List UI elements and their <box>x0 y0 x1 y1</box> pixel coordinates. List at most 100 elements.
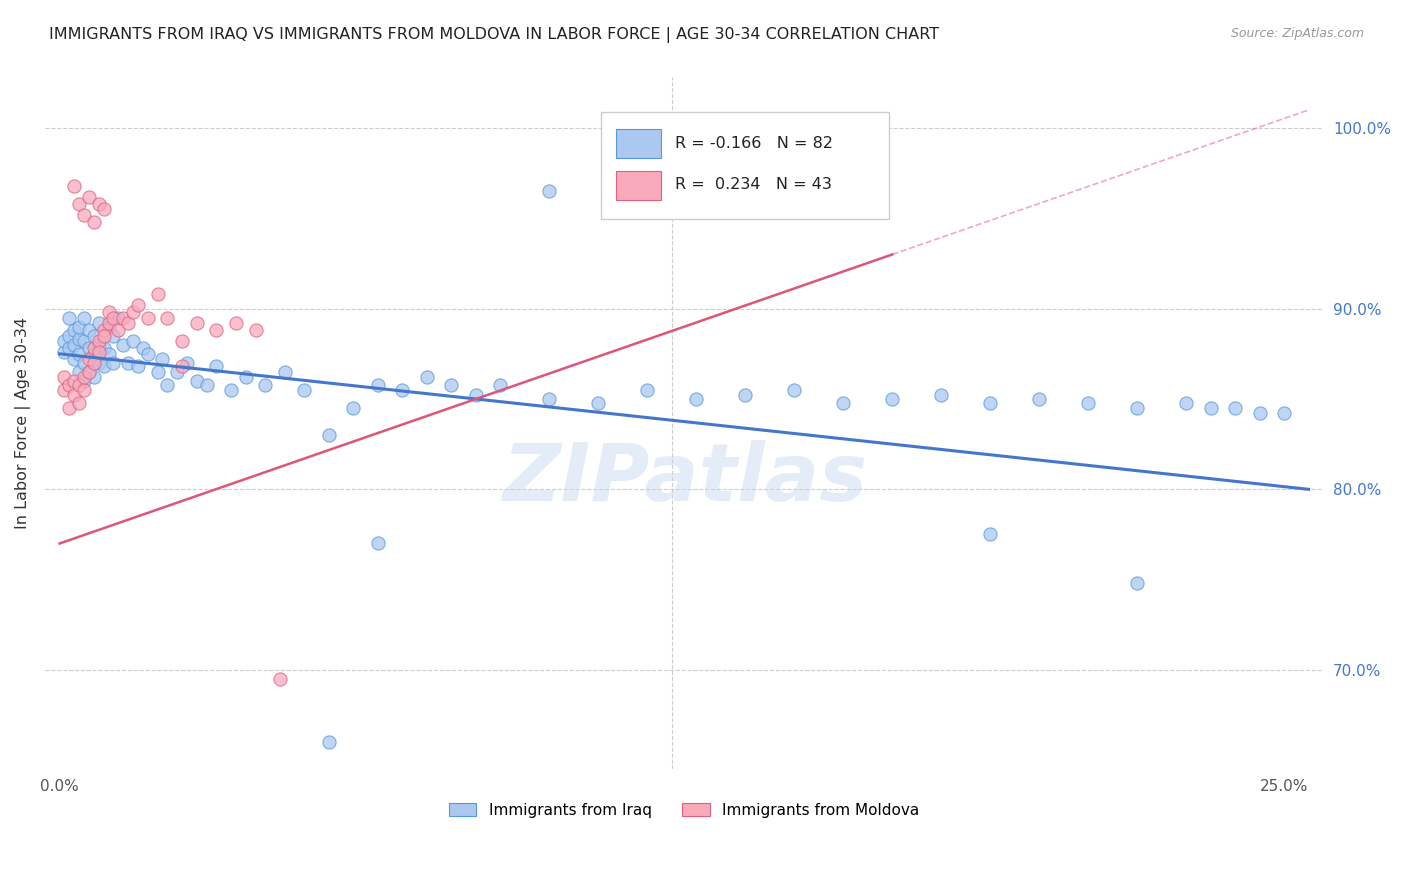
Point <box>367 536 389 550</box>
Point <box>83 347 105 361</box>
Point <box>87 316 110 330</box>
Point <box>53 383 76 397</box>
Point <box>186 374 208 388</box>
Point <box>1199 401 1222 415</box>
Point <box>97 347 120 361</box>
Point <box>77 352 100 367</box>
Point <box>734 388 756 402</box>
Point <box>1272 406 1295 420</box>
Point <box>97 316 120 330</box>
Point <box>195 377 218 392</box>
Point <box>318 428 340 442</box>
Point <box>93 323 115 337</box>
Point <box>73 208 96 222</box>
Point <box>83 342 105 356</box>
Point <box>235 370 257 384</box>
Point <box>73 374 96 388</box>
Point <box>588 395 610 409</box>
Point <box>1126 576 1149 591</box>
Text: R =  0.234   N = 43: R = 0.234 N = 43 <box>675 178 832 192</box>
Point <box>219 383 242 397</box>
Point <box>205 359 228 374</box>
Point <box>97 319 120 334</box>
Point <box>83 356 105 370</box>
Point <box>58 310 80 325</box>
Point <box>93 342 115 356</box>
Point <box>67 395 90 409</box>
Point <box>87 345 110 359</box>
Point <box>77 323 100 337</box>
Point <box>132 342 155 356</box>
Point <box>97 305 120 319</box>
Point <box>538 392 561 406</box>
Point <box>103 328 125 343</box>
Point <box>1126 401 1149 415</box>
Point <box>186 316 208 330</box>
FancyBboxPatch shape <box>616 129 661 159</box>
Legend: Immigrants from Iraq, Immigrants from Moldova: Immigrants from Iraq, Immigrants from Mo… <box>443 797 925 824</box>
Point <box>205 323 228 337</box>
Point <box>136 347 159 361</box>
Point <box>1077 395 1099 409</box>
Point <box>170 334 193 348</box>
Point <box>166 365 188 379</box>
FancyBboxPatch shape <box>600 112 889 219</box>
Point <box>117 356 139 370</box>
Point <box>87 338 110 352</box>
Point <box>170 359 193 374</box>
Point <box>73 334 96 348</box>
Point <box>1249 406 1271 420</box>
Point <box>58 377 80 392</box>
Point <box>67 377 90 392</box>
Point <box>122 305 145 319</box>
Point <box>274 365 297 379</box>
Point <box>464 388 486 402</box>
Point <box>294 383 316 397</box>
Point <box>87 197 110 211</box>
Point <box>53 370 76 384</box>
Point <box>112 310 135 325</box>
Point <box>440 377 463 392</box>
Point <box>685 392 707 406</box>
Point <box>979 395 1001 409</box>
Point <box>77 365 100 379</box>
Point <box>73 356 96 370</box>
Point <box>77 365 100 379</box>
Point <box>122 334 145 348</box>
Point <box>416 370 439 384</box>
FancyBboxPatch shape <box>616 171 661 200</box>
Text: R = -0.166   N = 82: R = -0.166 N = 82 <box>675 136 834 151</box>
Point <box>58 342 80 356</box>
Point <box>73 383 96 397</box>
Point <box>127 298 149 312</box>
Point <box>269 672 291 686</box>
Text: ZIPatlas: ZIPatlas <box>502 440 866 517</box>
Point <box>83 215 105 229</box>
Point <box>156 310 179 325</box>
Y-axis label: In Labor Force | Age 30-34: In Labor Force | Age 30-34 <box>15 318 31 529</box>
Point <box>67 332 90 346</box>
Point <box>67 319 90 334</box>
Point <box>53 334 76 348</box>
Point <box>882 392 904 406</box>
Point <box>107 310 129 325</box>
Point <box>63 178 86 193</box>
Point <box>63 374 86 388</box>
Point <box>63 388 86 402</box>
Point <box>176 356 198 370</box>
Point <box>63 338 86 352</box>
Text: Source: ZipAtlas.com: Source: ZipAtlas.com <box>1230 27 1364 40</box>
Point <box>87 334 110 348</box>
Point <box>83 370 105 384</box>
Point <box>342 401 364 415</box>
Point <box>63 352 86 367</box>
Point <box>53 345 76 359</box>
Point <box>146 287 169 301</box>
Point <box>225 316 247 330</box>
Point <box>77 189 100 203</box>
Point <box>1028 392 1050 406</box>
Point <box>83 328 105 343</box>
Point <box>1223 401 1246 415</box>
Point <box>489 377 512 392</box>
Point <box>112 338 135 352</box>
